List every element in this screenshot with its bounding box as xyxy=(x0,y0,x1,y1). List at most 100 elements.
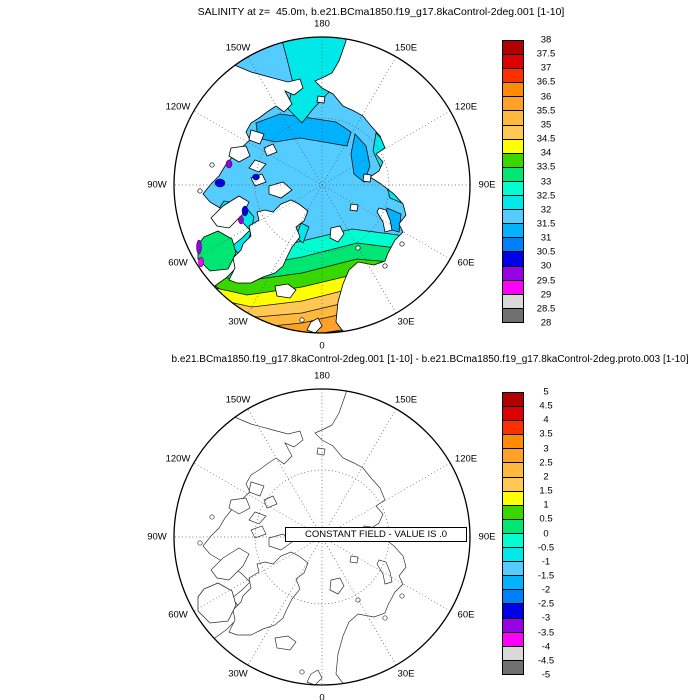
map-boundary-circle xyxy=(173,388,471,686)
lon-label-30E: 30E xyxy=(397,668,415,680)
colorbar-cell xyxy=(502,40,524,56)
difference-map-title: b.e21.BCma1850.f19_g17.8kaControl-2deg.0… xyxy=(171,354,689,365)
lon-label-30W: 30W xyxy=(228,316,248,328)
colorbar-cell xyxy=(502,138,524,154)
land-victoria-island xyxy=(228,145,251,163)
colorbar-tick-label: 28.5 xyxy=(536,303,556,315)
lon-label-60W: 60W xyxy=(168,257,188,269)
lon-label-90W: 90W xyxy=(147,179,167,191)
colorbar-tick-label: -3.5 xyxy=(537,627,555,639)
land-britain xyxy=(306,317,323,333)
low-salinity-spot xyxy=(214,178,226,188)
colorbar-cell xyxy=(502,166,524,182)
colorbar-cell xyxy=(502,68,524,84)
colorbar-cell xyxy=(502,54,524,70)
low-salinity-spot xyxy=(196,239,202,255)
colorbar-tick-label: 38 xyxy=(540,34,552,46)
lon-label-90E: 90E xyxy=(478,179,496,191)
lon-label-150W: 150W xyxy=(225,42,251,54)
colorbar-cell xyxy=(502,575,524,591)
contour-region-east-siberian-low-lobe xyxy=(350,133,371,183)
land-iceland xyxy=(274,635,297,651)
land-svalbard xyxy=(329,577,345,595)
small-island xyxy=(209,162,215,168)
colorbar-tick-label: 36 xyxy=(540,91,552,103)
colorbar-cell xyxy=(502,251,524,267)
low-salinity-spot xyxy=(241,205,249,217)
lon-label-60E: 60E xyxy=(457,257,475,269)
land-baffin-island xyxy=(210,195,250,229)
salinity-map-title: SALINITY at z= 45.0m, b.e21.BCma1850.f19… xyxy=(197,6,565,18)
colorbar-tick-label: 0 xyxy=(543,528,549,539)
lon-label-150E: 150E xyxy=(394,42,418,54)
colorbar-tick-label: 31.5 xyxy=(536,218,556,230)
colorbar-cell xyxy=(502,124,524,140)
low-salinity-spot xyxy=(252,173,260,181)
map-boundary-circle xyxy=(173,36,471,334)
colorbar-tick-label: 33.5 xyxy=(536,161,556,173)
land-novaya-zemlya xyxy=(376,559,393,585)
colorbar-tick-label: 30.5 xyxy=(536,246,556,258)
lon-label-120E: 120E xyxy=(454,101,478,113)
small-island xyxy=(355,245,361,251)
colorbar-cell xyxy=(502,448,524,464)
difference-colorbar: 5 4.5 4 3.5 3 2.5 2 1.5 1 0.5 0 -0.5 -1 -1.5 -2 -2.5 -3 -… xyxy=(502,387,564,681)
colorbar-tick-label: -3 xyxy=(541,612,551,624)
colorbar-cell xyxy=(502,589,524,605)
land-greenland xyxy=(228,551,309,636)
lon-label-30E: 30E xyxy=(397,316,415,328)
constant-field-box: CONSTANT FIELD - VALUE IS .0 xyxy=(285,527,467,542)
small-island xyxy=(382,615,388,621)
lon-label-180: 180 xyxy=(314,370,330,382)
colorbar-cell xyxy=(502,110,524,126)
colorbar-tick-label: -5 xyxy=(541,669,551,681)
colorbar-tick-label: 2 xyxy=(543,471,549,483)
difference-colorbar-cells xyxy=(502,392,524,675)
colorbar-tick-label: -1 xyxy=(541,556,551,568)
colorbar-tick-label: 4.5 xyxy=(539,400,553,412)
land-severnaya-zemlya xyxy=(362,173,372,183)
land-somerset-island xyxy=(248,511,267,525)
small-island xyxy=(399,241,405,247)
land-banks-island xyxy=(248,481,265,497)
colorbar-cell xyxy=(502,518,524,534)
small-island xyxy=(209,514,215,520)
colorbar-tick-label: -4 xyxy=(541,641,551,653)
colorbar-cell xyxy=(502,279,524,295)
colorbar-tick-label: 28 xyxy=(540,317,552,329)
salinity-map: 180 150W 120W 90W 60W 30W 0 30E 60E 90E 120E 150E xyxy=(147,15,495,355)
small-island xyxy=(197,540,203,546)
colorbar-cell xyxy=(502,265,524,281)
difference-map-plot xyxy=(173,388,471,686)
colorbar-cell xyxy=(502,561,524,577)
colorbar-tick-label: 0.5 xyxy=(539,513,553,525)
colorbar-tick-label: 29.5 xyxy=(536,275,556,287)
colorbar-tick-label: 3.5 xyxy=(539,428,553,440)
land-novaya-zemlya xyxy=(376,207,393,233)
colorbar-tick-label: 31 xyxy=(540,232,552,244)
land-wrangel-island xyxy=(316,95,326,104)
colorbar-cell xyxy=(502,195,524,211)
land-victoria-island xyxy=(228,497,251,515)
lon-label-0: 0 xyxy=(319,340,325,352)
colorbar-tick-label: 30 xyxy=(540,260,552,272)
colorbar-cell xyxy=(502,96,524,112)
lon-label-150W: 150W xyxy=(225,394,251,406)
lon-label-0: 0 xyxy=(319,692,325,700)
colorbar-tick-label: 34.5 xyxy=(536,133,556,145)
land-prince-of-wales-island xyxy=(263,143,278,157)
colorbar-tick-label: 1 xyxy=(543,499,549,511)
colorbar-tick-label: 37.5 xyxy=(536,48,556,60)
difference-map: 180 150W 120W 90W 60W 30W 0 30E 60E 90E 120E 150E CO… xyxy=(147,367,495,700)
colorbar-cell xyxy=(502,645,524,661)
salinity-colorbar-cells xyxy=(502,40,524,323)
land-devon-island xyxy=(250,525,267,539)
lon-label-90E: 90E xyxy=(478,531,496,543)
colorbar-cell xyxy=(502,180,524,197)
small-island xyxy=(355,597,361,603)
colorbar-cell xyxy=(502,82,524,98)
colorbar-tick-label: -2.5 xyxy=(537,598,555,610)
colorbar-cell xyxy=(502,617,524,633)
land-baffin-island xyxy=(210,547,250,581)
